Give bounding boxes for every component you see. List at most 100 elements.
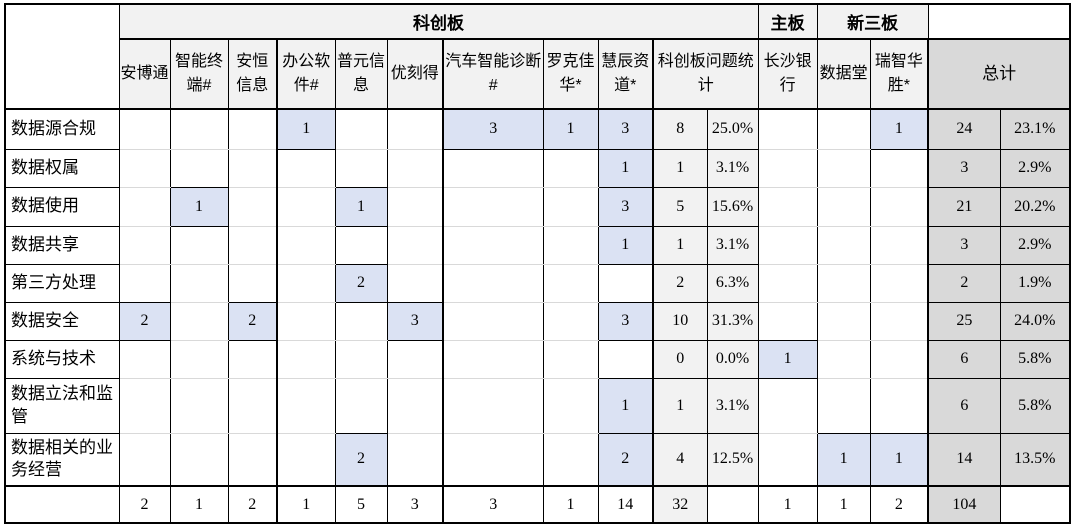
cell-r1-c13 (870, 149, 930, 188)
cell-r0-c11 (758, 109, 818, 150)
cell-r3-c9: 1 (653, 226, 708, 265)
cell-r8-c15: 13.5% (1000, 433, 1071, 487)
cell-r3-c11 (758, 226, 818, 265)
footer-cell-10 (707, 486, 759, 524)
cell-r8-c14: 14 (928, 433, 1001, 487)
cell-r7-c9: 1 (653, 378, 708, 434)
cell-r3-c13 (870, 226, 930, 265)
cell-r0-c9: 8 (653, 109, 708, 150)
cell-r1-c15: 2.9% (1000, 149, 1071, 188)
cell-r7-c7 (543, 378, 599, 434)
cell-r5-c3 (277, 302, 336, 341)
table-row: 数据共享 1 1 3.1% 3 2.9% (5, 226, 1071, 265)
cell-r7-c13 (870, 378, 930, 434)
cell-r3-c8: 1 (598, 226, 654, 265)
cell-r0-c3: 1 (277, 109, 336, 150)
cell-r2-c9: 5 (653, 187, 708, 227)
cell-r3-c2 (228, 226, 278, 265)
cell-r6-c2 (228, 340, 278, 379)
group-header-row: 科创板 主板 新三板 (5, 4, 1071, 110)
cell-r2-c4: 1 (335, 187, 388, 227)
cell-r0-c4 (335, 109, 388, 150)
footer-cell-6: 3 (443, 486, 544, 524)
cell-r2-c14: 21 (928, 187, 1001, 227)
col-header-13: 总计 (928, 39, 1071, 110)
footer-cell-3: 1 (277, 486, 336, 524)
cell-r5-c9: 10 (653, 302, 708, 341)
group-header-1: 主板 (758, 4, 818, 40)
cell-r8-c7 (543, 433, 599, 487)
cell-r0-c14: 24 (928, 109, 1001, 150)
cell-r0-c8: 3 (598, 109, 654, 150)
cell-r7-c4 (335, 378, 388, 434)
group-header-3 (928, 4, 1071, 40)
cell-r6-c8 (598, 340, 654, 379)
cell-r5-c13 (870, 302, 930, 341)
row-label-6: 系统与技术 (5, 340, 120, 379)
footer-cell-0: 2 (119, 486, 171, 524)
cell-r5-c4 (335, 302, 388, 341)
data-table: 科创板 主板 新三板 安博通 智能终端# 安恒信息 办公软件# 普元信息 优刻得 汽车智能诊断# 罗… (4, 3, 1072, 524)
cell-r5-c10: 31.3% (707, 302, 759, 341)
cell-r8-c5 (387, 433, 444, 487)
cell-r5-c8: 3 (598, 302, 654, 341)
cell-r4-c8 (598, 264, 654, 303)
cell-r8-c13: 1 (870, 433, 930, 487)
cell-r2-c6 (443, 187, 544, 227)
cell-r3-c14: 3 (928, 226, 1001, 265)
footer-cell-14: 104 (928, 486, 1001, 524)
cell-r7-c12 (817, 378, 871, 434)
cell-r3-c7 (543, 226, 599, 265)
col-header-6: 汽车智能诊断# (443, 39, 544, 110)
cell-r1-c6 (443, 149, 544, 188)
cell-r7-c10: 3.1% (707, 378, 759, 434)
row-label-7: 数据立法和监管 (5, 378, 120, 434)
cell-r4-c3 (277, 264, 336, 303)
table-row: 数据源合规 1 3 1 3 8 25.0% 1 24 23.1% (5, 109, 1071, 150)
row-label-2: 数据使用 (5, 187, 120, 227)
cell-r1-c5 (387, 149, 444, 188)
cell-r0-c0 (119, 109, 171, 150)
group-header-2: 新三板 (817, 4, 929, 40)
col-header-10: 长沙银行 (758, 39, 818, 110)
cell-r6-c14: 6 (928, 340, 1001, 379)
col-header-9: 科创板问题统计 (653, 39, 759, 110)
cell-r1-c4 (335, 149, 388, 188)
cell-r2-c2 (228, 187, 278, 227)
col-header-0: 安博通 (119, 39, 171, 110)
cell-r2-c8: 3 (598, 187, 654, 227)
cell-r7-c6 (443, 378, 544, 434)
cell-r1-c7 (543, 149, 599, 188)
cell-r5-c1 (170, 302, 229, 341)
col-header-2: 安恒信息 (228, 39, 278, 110)
table-footer-row: 2 1 2 1 5 3 3 1 14 32 1 1 2 104 (5, 486, 1071, 524)
cell-r3-c3 (277, 226, 336, 265)
cell-r4-c2 (228, 264, 278, 303)
cell-r4-c7 (543, 264, 599, 303)
cell-r4-c5 (387, 264, 444, 303)
cell-r7-c11 (758, 378, 818, 434)
cell-r7-c2 (228, 378, 278, 434)
cell-r5-c12 (817, 302, 871, 341)
cell-r2-c0 (119, 187, 171, 227)
cell-r1-c1 (170, 149, 229, 188)
row-label-1: 数据权属 (5, 149, 120, 188)
cell-r4-c11 (758, 264, 818, 303)
cell-r3-c1 (170, 226, 229, 265)
col-header-12: 瑞智华胜* (870, 39, 930, 110)
col-header-4: 普元信息 (335, 39, 388, 110)
cell-r7-c14: 6 (928, 378, 1001, 434)
cell-r2-c10: 15.6% (707, 187, 759, 227)
cell-r1-c12 (817, 149, 871, 188)
cell-r8-c4: 2 (335, 433, 388, 487)
cell-r5-c11 (758, 302, 818, 341)
cell-r6-c5 (387, 340, 444, 379)
row-label-0: 数据源合规 (5, 109, 120, 150)
footer-cell-4: 5 (335, 486, 388, 524)
table-row: 数据权属 1 1 3.1% 3 2.9% (5, 149, 1071, 188)
cell-r4-c10: 6.3% (707, 264, 759, 303)
cell-r7-c8: 1 (598, 378, 654, 434)
table-header: 科创板 主板 新三板 安博通 智能终端# 安恒信息 办公软件# 普元信息 优刻得 汽车智能诊断# 罗… (5, 4, 1071, 110)
cell-r6-c1 (170, 340, 229, 379)
table-body: 数据源合规 1 3 1 3 8 25.0% 1 24 23.1% 数据权属 1 1 3.1% 3 2.9% 数据… (5, 109, 1071, 524)
